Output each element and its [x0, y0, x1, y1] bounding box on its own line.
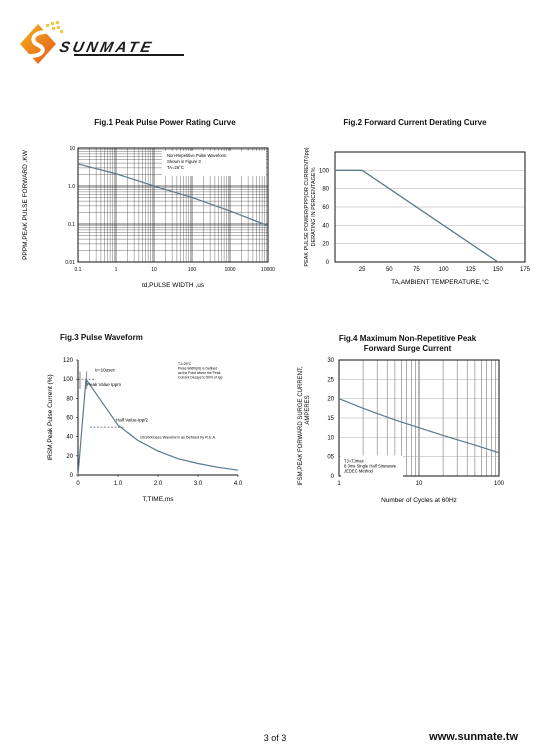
- fig1-series-line: [77, 163, 269, 227]
- fig3-y-tick-label: 120: [63, 358, 74, 364]
- fig1-x-tick-label: 100: [188, 267, 197, 273]
- fig2-y-tick-label: 20: [322, 242, 329, 248]
- fig3-x-tick-label: 0: [76, 481, 80, 487]
- fig2-x-axis-label: TA,AMBIENT TEMPERATURE,°C: [391, 278, 489, 286]
- fig4-title-line2: Forward Surge Current: [363, 344, 452, 353]
- fig2-x-tick-label: 100: [439, 267, 450, 273]
- fig3-x-axis-label: T,TIME,ms: [142, 496, 174, 503]
- fig4-x-tick-label: 10: [416, 481, 423, 487]
- fig2-x-tick-label: 50: [386, 267, 393, 273]
- fig3-y-tick-label: 60: [66, 416, 73, 422]
- fig3-y-tick-label: 40: [66, 435, 73, 441]
- fig3-peak-label: Peak Value Ippm: [87, 382, 121, 387]
- fig4-y-tick-label: 0: [331, 474, 335, 480]
- fig3-conditions-text: Pulse Width(td) is Defined: [178, 366, 217, 370]
- fig1-x-tick-label: 10: [151, 267, 157, 273]
- fig4-y-tick-label: 30: [327, 358, 334, 364]
- brand-wordmark: SUNMATE: [58, 39, 156, 56]
- sunmate-logo: SUNMATE: [20, 21, 184, 64]
- fig1-annotation-box: [162, 151, 266, 176]
- fig1-x-axis-label: td,PULSE WIDTH ,us: [142, 282, 205, 289]
- fig1-y-tick-label: 0.1: [68, 222, 75, 228]
- fig3-x-tick-label: 1.0: [114, 481, 123, 487]
- fig1-title: Fig.1 Peak Pulse Power Rating Curve: [94, 118, 236, 127]
- fig4-y-tick-label: 05: [327, 455, 334, 461]
- fig4-plot-frame: [338, 359, 500, 477]
- fig2-x-tick-label: 125: [466, 267, 477, 273]
- fig1-x-tick-label: 1: [115, 267, 118, 273]
- fig3-series-line: [77, 378, 239, 476]
- fig3-title: Fig.3 Pulse Waveform: [60, 333, 143, 342]
- fig3-conditions-text: Current Decays to 50% of Ipp: [178, 375, 223, 379]
- fig1-y-axis-label: PPPM,PEAK PULSE FORWARD ,KW: [22, 149, 29, 260]
- fig4-y-tick-label: 25: [327, 377, 334, 383]
- fig2-x-tick-label: 25: [359, 267, 366, 273]
- fig2-y-tick-label: 40: [322, 223, 329, 229]
- fig4-annotation-box: [341, 455, 403, 478]
- fig2-y-axis-label-2: DERATING IN PERCENTAGE%: [311, 167, 317, 246]
- fig3-conditions-text: TJ=25°C: [178, 362, 192, 366]
- page-number: 3 of 3: [263, 733, 287, 743]
- fig3-chart: 0 1.0 2.0 3.0 4.0 0 20 40 60 80 100 120 tr=10usec Pea…: [47, 358, 243, 503]
- fig4-annotation-text: JEDEC Method: [344, 469, 374, 474]
- fig4-series-line: [338, 398, 500, 454]
- fig4-x-tick-label: 1: [337, 481, 341, 487]
- fig2-x-tick-label: 150: [493, 267, 504, 273]
- fig1-plot-frame: [77, 147, 269, 263]
- fig3-y-tick-label: 20: [66, 454, 73, 460]
- fig4-annotation-text: 8.3ms Single Half Sinewave: [344, 464, 397, 469]
- fig3-y-tick-label: 0: [70, 473, 74, 479]
- fig1-annotation-text: Non-Repetitive Pulse Waveform: [167, 153, 227, 158]
- fig1-annotation-text: TA=25°C: [167, 165, 184, 170]
- fig2-x-tick-label: 175: [520, 267, 531, 273]
- fig2-x-tick-label: 75: [413, 267, 420, 273]
- fig2-chart: 25 50 75 100 125 150 175 0 20 40 60 80 100 TA,AMBIENT…: [304, 147, 531, 286]
- fig3-half-label: Half Value-Ipp/2: [116, 417, 148, 422]
- fig3-y-tick-label: 80: [66, 396, 73, 402]
- fig4-y-axis-label-2: AMPERES: [305, 395, 311, 424]
- fig4-y-tick-label: 20: [327, 397, 334, 403]
- fig2-y-tick-label: 100: [319, 168, 330, 174]
- fig3-x-tick-label: 4.0: [234, 481, 243, 487]
- fig1-annotation-text: Shown in Figure 3: [167, 159, 201, 164]
- website-url: www.sunmate.tw: [429, 731, 518, 743]
- fig2-y-tick-label: 0: [326, 260, 330, 266]
- fig3-conditions-text: as the Point where the Peak: [178, 371, 221, 375]
- fig2-y-tick-label: 60: [322, 205, 329, 211]
- fig3-y-tick-label: 100: [63, 377, 74, 383]
- fig4-y-tick-label: 15: [327, 416, 334, 422]
- fig1-y-tick-label: 0.01: [65, 260, 75, 266]
- fig4-annotation-text: TJ=TJmax: [344, 459, 365, 464]
- fig4-title-line1: Fig.4 Maximum Non-Repetitive Peak: [338, 334, 477, 343]
- fig2-plot-frame: [334, 151, 526, 263]
- fig3-y-axis-label: IRSM,Peak Pulse Current (%): [47, 374, 54, 460]
- fig1-x-tick-label: 10000: [261, 267, 275, 273]
- fig3-waveform-label: 10/1000usec Waveform as Defined by R.E.A…: [140, 436, 216, 440]
- fig1-x-tick-label: 0.1: [75, 267, 82, 273]
- fig1-x-tick-label: 1000: [224, 267, 235, 273]
- fig1-y-tick-label: 1.0: [68, 184, 75, 190]
- fig3-x-tick-label: 2.0: [154, 481, 163, 487]
- fig2-title: Fig.2 Forward Current Derating Curve: [343, 118, 487, 127]
- fig3-tr-label: tr=10usec: [95, 368, 116, 373]
- fig4-x-axis-label: Number of Cycles at 60Hz: [381, 497, 457, 504]
- fig2-y-tick-label: 80: [322, 187, 329, 193]
- fig4-y-tick-label: 10: [327, 435, 334, 441]
- fig1-y-tick-label: 10: [69, 146, 75, 152]
- fig4-y-axis-label-1: IFSM,PEAK FORWARD SURGE CURRENT,: [298, 366, 304, 486]
- fig2-series-line: [335, 169, 499, 263]
- fig2-y-axis-label-1: PEAK PULSE POWER(PPP)OR CURRENT(Ipp): [304, 147, 310, 266]
- fig3-x-tick-label: 3.0: [194, 481, 203, 487]
- fig4-x-tick-label: 100: [494, 481, 505, 487]
